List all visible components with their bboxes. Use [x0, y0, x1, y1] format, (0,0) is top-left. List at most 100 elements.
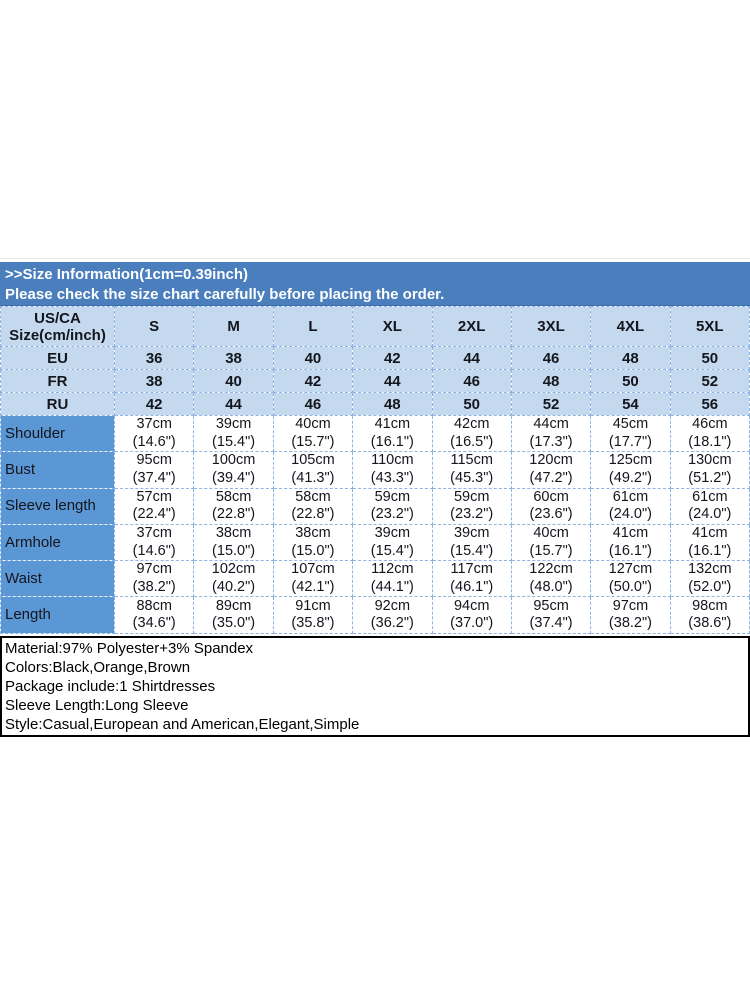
- cm-value: 88cm: [136, 597, 172, 614]
- measurement-value: 122cm (48.0"): [510, 560, 592, 598]
- cm-value: 120cm: [529, 452, 573, 469]
- measurement-value: 45cm (17.7"): [590, 414, 671, 453]
- measurement-value: 39cm (15.4"): [431, 523, 512, 562]
- inch-value: (23.2"): [370, 506, 414, 523]
- measurement-value: 59cm (23.2"): [352, 487, 433, 525]
- inch-value: (50.0"): [608, 578, 652, 595]
- cm-value: 97cm: [136, 561, 172, 578]
- measurement-value: 97cm (38.2"): [590, 596, 671, 634]
- size-header-3XL: 3XL: [510, 306, 592, 347]
- measurement-value: 102cm (40.2"): [193, 560, 274, 598]
- cm-value: 112cm: [371, 561, 414, 578]
- measurement-value: 37cm (14.6"): [113, 414, 195, 453]
- measurement-label: Waist: [0, 560, 115, 598]
- measurement-value: 40cm (15.7"): [510, 523, 592, 562]
- measurement-value: 117cm (46.1"): [431, 560, 512, 598]
- cm-value: 98cm: [692, 597, 728, 614]
- detail-colors: Colors:Black,Orange,Brown: [5, 659, 191, 676]
- region-value: 46: [510, 346, 592, 370]
- corner-line2: Size(cm/inch): [9, 326, 106, 344]
- measurement-value: 46cm (18.1"): [669, 414, 750, 453]
- cm-value: 94cm: [453, 597, 490, 614]
- inch-value: (38.2"): [132, 578, 176, 595]
- cm-value: 38cm: [215, 525, 252, 542]
- measurement-row: Shoulder 37cm (14.6") 39cm (15.4") 40cm (15.7"…: [0, 414, 750, 453]
- measurement-value: 105cm (41.3"): [272, 451, 354, 489]
- region-label: FR: [0, 369, 115, 393]
- inch-value: (15.0"): [291, 542, 335, 559]
- measurement-label: Sleeve length: [0, 487, 115, 525]
- inch-value: (15.4"): [370, 542, 414, 559]
- measurement-value: 41cm (16.1"): [669, 523, 750, 562]
- inch-value: (43.3"): [370, 469, 414, 486]
- inch-value: (35.0"): [212, 615, 256, 632]
- measurement-value: 60cm (23.6"): [510, 487, 592, 525]
- cm-value: 110cm: [371, 452, 414, 469]
- measurement-value: 132cm (52.0"): [669, 560, 750, 598]
- cm-value: 46cm: [692, 416, 728, 433]
- inch-value: (48.0"): [529, 578, 573, 595]
- inch-value: (16.1"): [608, 542, 652, 559]
- cm-value: 37cm: [136, 525, 172, 542]
- inch-value: (18.1"): [688, 433, 732, 450]
- inch-value: (22.4"): [132, 506, 176, 523]
- cm-value: 105cm: [291, 452, 335, 469]
- region-value: 36: [113, 346, 195, 370]
- measurement-value: 95cm (37.4"): [113, 451, 195, 489]
- inch-value: (15.0"): [212, 542, 256, 559]
- region-value: 50: [590, 369, 671, 393]
- region-value: 44: [352, 369, 433, 393]
- cm-value: 58cm: [215, 488, 252, 505]
- measurement-value: 107cm (42.1"): [272, 560, 354, 598]
- cm-value: 57cm: [136, 488, 172, 505]
- cm-value: 91cm: [295, 597, 331, 614]
- measurement-value: 61cm (24.0"): [669, 487, 750, 525]
- cm-value: 89cm: [215, 597, 252, 614]
- measurement-value: 94cm (37.0"): [431, 596, 512, 634]
- cm-value: 100cm: [211, 452, 256, 469]
- divider-line: [0, 258, 750, 259]
- cm-value: 39cm: [374, 525, 411, 542]
- region-value: 54: [590, 392, 671, 416]
- measurement-row: Bust 95cm (37.4") 100cm (39.4") 105cm (41.3") 1…: [0, 451, 750, 489]
- measurement-value: 97cm (38.2"): [113, 560, 195, 598]
- measurement-label: Shoulder: [0, 414, 115, 453]
- inch-value: (51.2"): [688, 469, 732, 486]
- inch-value: (16.1"): [688, 542, 732, 559]
- measurement-row: Length 88cm (34.6") 89cm (35.0") 91cm (35.8") 9…: [0, 596, 750, 634]
- inch-value: (46.1"): [450, 578, 494, 595]
- region-value: 40: [193, 369, 274, 393]
- measurement-label: Length: [0, 596, 115, 634]
- measurement-row: Sleeve length 57cm (22.4") 58cm (22.8") 58cm(…: [0, 487, 750, 525]
- measurement-value: 130cm (51.2"): [669, 451, 750, 489]
- inch-value: (38.2"): [608, 615, 652, 632]
- region-value: 38: [193, 346, 274, 370]
- cm-value: 125cm: [608, 452, 653, 469]
- cm-value: 92cm: [374, 597, 411, 614]
- product-details-box: Material:97% Polyester+3% Spandex Colors…: [0, 636, 750, 737]
- region-value: 42: [113, 392, 195, 416]
- measurement-value: 38cm (15.0"): [193, 523, 274, 562]
- region-value: 56: [669, 392, 750, 416]
- measurement-value: 39cm (15.4"): [193, 414, 274, 453]
- region-value: 48: [590, 346, 671, 370]
- inch-value: (45.3"): [450, 469, 494, 486]
- corner-cell: US/CA Size(cm/inch): [0, 306, 115, 347]
- region-value: 46: [272, 392, 354, 416]
- measurement-value: 42cm (16.5"): [431, 414, 512, 453]
- cm-value: 38cm: [295, 525, 331, 542]
- size-header-4XL: 4XL: [590, 306, 671, 347]
- region-value: 44: [431, 346, 512, 370]
- inch-value: (35.8"): [291, 615, 335, 632]
- region-label: EU: [0, 346, 115, 370]
- inch-value: (17.7"): [608, 433, 652, 450]
- cm-value: 130cm: [688, 452, 732, 469]
- inch-value: (37.4"): [132, 469, 176, 486]
- measurement-value: 115cm (45.3"): [431, 451, 512, 489]
- cm-value: 61cm: [612, 488, 649, 505]
- cm-value: 39cm: [453, 525, 490, 542]
- measurement-value: 40cm (15.7"): [272, 414, 354, 453]
- measurement-value: 127cm (50.0"): [590, 560, 671, 598]
- inch-value: (39.4"): [212, 469, 256, 486]
- measurement-row: Armhole 37cm (14.6") 38cm (15.0") 38cm (15.0")…: [0, 523, 750, 562]
